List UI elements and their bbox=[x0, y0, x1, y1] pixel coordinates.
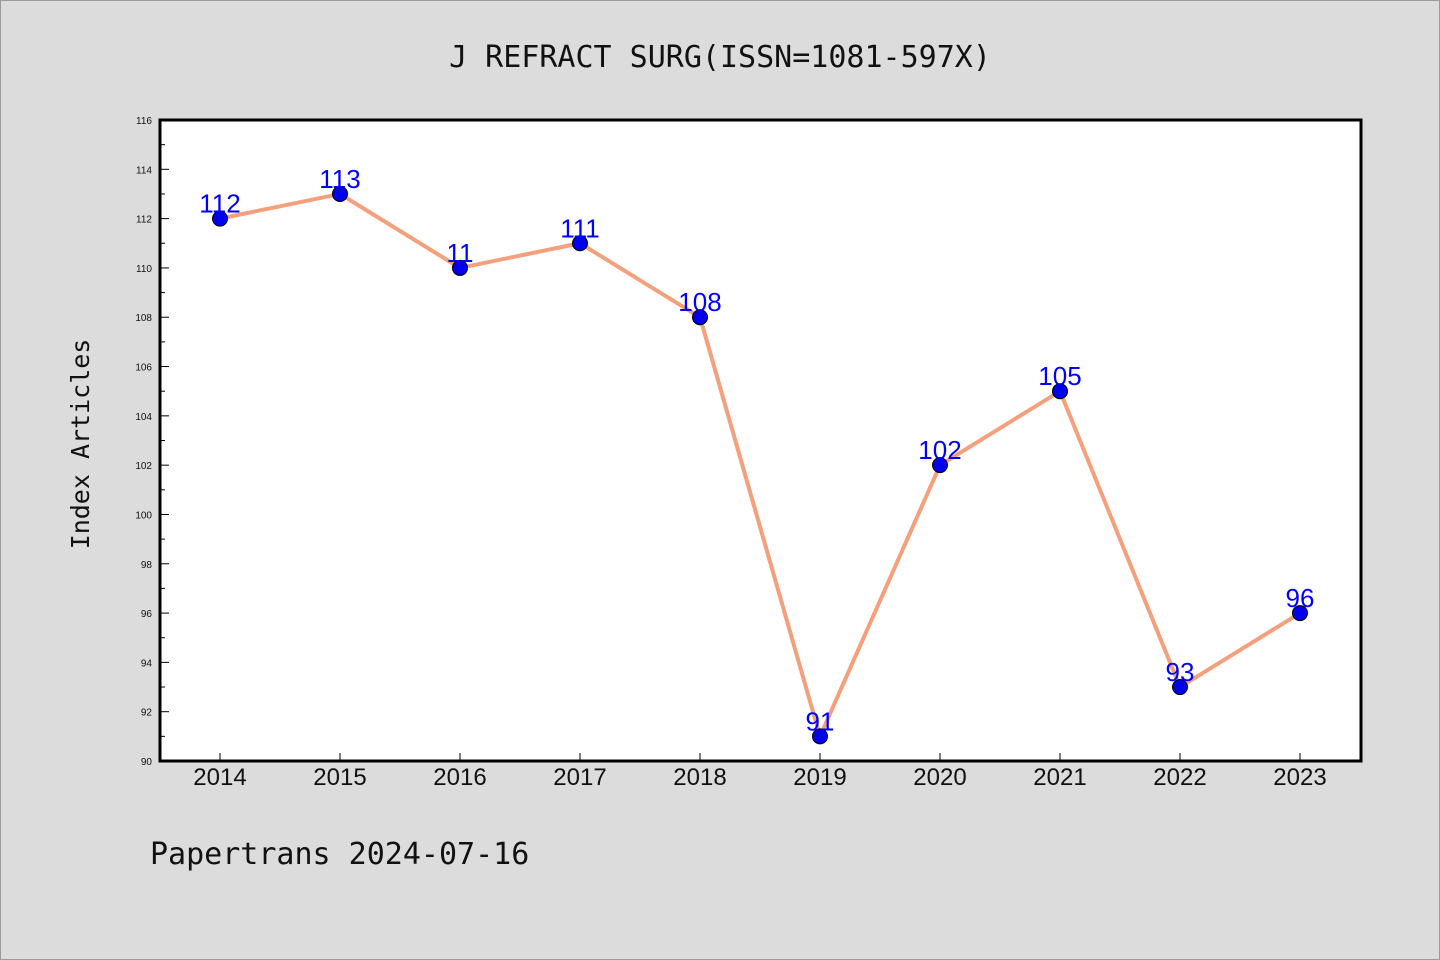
data-point-marker bbox=[1052, 383, 1068, 400]
x-tick-label: 2016 bbox=[433, 764, 486, 791]
data-label: 91 bbox=[806, 706, 835, 736]
data-point-marker bbox=[932, 457, 948, 474]
data-label: 105 bbox=[1038, 361, 1081, 391]
y-tick-label: 112 bbox=[136, 215, 152, 226]
data-label: 11 bbox=[447, 238, 474, 268]
data-label: 113 bbox=[319, 164, 360, 194]
data-point-marker bbox=[1172, 679, 1188, 696]
x-tick-label: 2017 bbox=[553, 764, 606, 791]
x-tick-label: 2014 bbox=[193, 764, 246, 791]
data-label: 111 bbox=[560, 213, 600, 243]
chart-title: J REFRACT SURG(ISSN=1081-597X) bbox=[449, 40, 991, 75]
y-tick-label: 96 bbox=[141, 609, 153, 620]
data-point-marker bbox=[332, 185, 348, 202]
footer-text: Papertrans 2024-07-16 bbox=[150, 837, 529, 872]
x-tick-label: 2015 bbox=[313, 764, 366, 791]
plot-border bbox=[158, 118, 1363, 763]
y-tick-label: 108 bbox=[135, 313, 152, 324]
data-point-marker bbox=[572, 235, 588, 252]
x-tick-label: 2018 bbox=[673, 764, 726, 791]
y-tick-label: 102 bbox=[135, 461, 152, 472]
series-markers bbox=[212, 185, 1308, 745]
y-tick-label: 100 bbox=[135, 510, 152, 521]
y-tick-label: 98 bbox=[141, 560, 153, 571]
y-tick-label: 94 bbox=[141, 658, 153, 669]
data-point-marker bbox=[812, 728, 828, 745]
x-tick-label: 2022 bbox=[1153, 764, 1206, 791]
data-label: 93 bbox=[1166, 657, 1195, 687]
x-tick-label: 2023 bbox=[1273, 764, 1326, 791]
y-tick-label: 90 bbox=[141, 757, 153, 768]
data-point-marker bbox=[692, 309, 708, 326]
data-point-marker bbox=[1292, 605, 1308, 622]
y-tick-label: 116 bbox=[136, 116, 152, 127]
y-axis-label: Index Articles bbox=[66, 339, 95, 550]
x-tick-label: 2021 bbox=[1033, 764, 1086, 791]
series-line bbox=[219, 191, 1302, 739]
data-label: 96 bbox=[1286, 583, 1315, 613]
x-axis-ticks: 2014 2015 2016 2017 2018 2019 2020 2021 2022 2023 bbox=[193, 753, 1327, 791]
y-tick-label: 104 bbox=[135, 412, 152, 423]
data-label: 108 bbox=[678, 287, 721, 317]
plot-area bbox=[160, 120, 1361, 761]
y-tick-label: 110 bbox=[136, 264, 152, 275]
y-tick-label: 114 bbox=[136, 165, 152, 176]
data-label: 112 bbox=[199, 189, 240, 219]
x-tick-label: 2020 bbox=[913, 764, 966, 791]
x-tick-label: 2019 bbox=[793, 764, 846, 791]
data-point-marker bbox=[452, 259, 468, 276]
data-point-marker bbox=[212, 210, 228, 227]
data-label: 102 bbox=[918, 435, 961, 465]
y-tick-label: 92 bbox=[141, 708, 153, 719]
y-tick-label: 106 bbox=[135, 363, 152, 374]
